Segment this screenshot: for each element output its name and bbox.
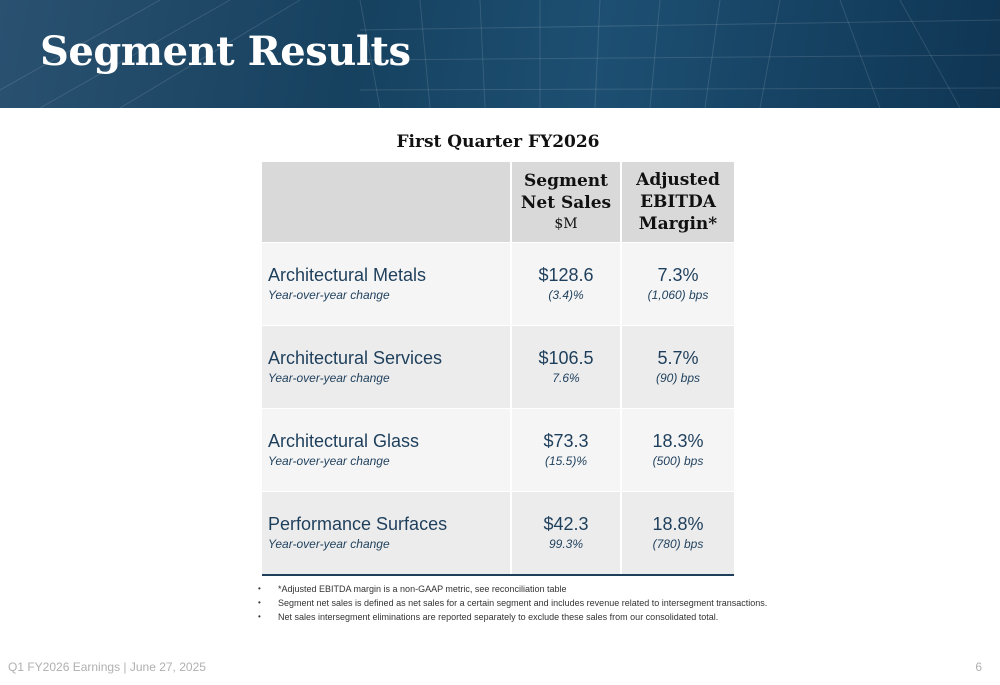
margin-change: (780) bps: [652, 537, 704, 551]
segment-cell: Architectural Glass Year-over-year chang…: [262, 409, 512, 491]
net-sales-cell: $128.6 (3.4)%: [512, 243, 622, 325]
net-sales-cell: $42.3 99.3%: [512, 492, 622, 574]
footnote-item: • Net sales intersegment eliminations are…: [258, 610, 778, 624]
net-sales-change: (3.4)%: [548, 288, 584, 302]
segment-sub-label: Year-over-year change: [268, 371, 390, 385]
margin-cell: 18.3% (500) bps: [622, 409, 734, 491]
title-banner: Segment Results: [0, 0, 1000, 108]
footnote-text: Segment net sales is defined as net sale…: [278, 598, 768, 608]
segment-name: Architectural Metals: [268, 265, 427, 285]
segment-cell: Performance Surfaces Year-over-year chan…: [262, 492, 512, 574]
net-sales-cell: $106.5 7.6%: [512, 326, 622, 408]
margin-change: (90) bps: [655, 371, 701, 385]
segment-name: Architectural Services: [268, 348, 443, 368]
slide-title: Segment Results: [40, 28, 411, 75]
net-sales-value: $128.6: [538, 265, 594, 285]
bullet-icon: •: [258, 598, 261, 607]
segment-sub-label: Year-over-year change: [268, 537, 390, 551]
header-net-sales: Segment Net Sales $M: [512, 162, 622, 242]
margin-cell: 5.7% (90) bps: [622, 326, 734, 408]
table-body: Architectural Metals Year-over-year chan…: [262, 242, 734, 574]
footnote-item: • *Adjusted EBITDA margin is a non-GAAP m…: [258, 582, 778, 596]
segment-name: Architectural Glass: [268, 431, 420, 451]
header-ebitda-margin: Adjusted EBITDA Margin*: [622, 162, 734, 242]
footnote-text: Net sales intersegment eliminations are …: [278, 612, 719, 622]
net-sales-change: (15.5)%: [544, 454, 588, 468]
table-row-performance-surfaces: Performance Surfaces Year-over-year chan…: [262, 491, 734, 574]
margin-value: 18.3%: [652, 431, 704, 451]
segment-cell: Architectural Metals Year-over-year chan…: [262, 243, 512, 325]
header-net-sales-line1: Segment: [524, 171, 608, 191]
margin-cell: 7.3% (1,060) bps: [622, 243, 734, 325]
margin-change: (1,060) bps: [647, 288, 709, 302]
segment-sub-label: Year-over-year change: [268, 288, 390, 302]
header-margin-line1: Adjusted: [636, 170, 720, 190]
page-number: 6: [975, 660, 982, 674]
segment-name: Performance Surfaces: [268, 514, 448, 534]
header-margin-line2: EBITDA: [640, 192, 716, 212]
bullet-icon: •: [258, 584, 261, 593]
header-blank-cell: [262, 162, 512, 242]
margin-value: 18.8%: [652, 514, 704, 534]
segment-sub-label: Year-over-year change: [268, 454, 390, 468]
header-net-sales-line2: Net Sales: [520, 193, 612, 213]
segment-results-table: Segment Net Sales $M Adjusted EBITDA Mar…: [262, 162, 734, 576]
building-background-graphic: [0, 0, 1000, 108]
footnote-item: • Segment net sales is defined as net sal…: [258, 596, 778, 610]
header-net-sales-unit: $M: [554, 216, 578, 232]
margin-change: (500) bps: [652, 454, 704, 468]
net-sales-cell: $73.3 (15.5)%: [512, 409, 622, 491]
table-row-architectural-services: Architectural Services Year-over-year ch…: [262, 325, 734, 408]
footnotes-list: • *Adjusted EBITDA margin is a non-GAAP m…: [258, 582, 778, 624]
net-sales-value: $73.3: [543, 431, 589, 451]
table-row-architectural-glass: Architectural Glass Year-over-year chang…: [262, 408, 734, 491]
margin-value: 7.3%: [657, 265, 699, 285]
net-sales-value: $42.3: [543, 514, 589, 534]
margin-value: 5.7%: [657, 348, 699, 368]
footnote-text: *Adjusted EBITDA margin is a non-GAAP me…: [278, 584, 567, 594]
header-margin-line3: Margin*: [638, 214, 718, 234]
net-sales-change: 99.3%: [548, 537, 584, 551]
net-sales-change: 7.6%: [552, 371, 580, 385]
net-sales-value: $106.5: [538, 348, 594, 368]
footer-text: Q1 FY2026 Earnings | June 27, 2025: [8, 660, 206, 674]
margin-cell: 18.8% (780) bps: [622, 492, 734, 574]
bullet-icon: •: [258, 612, 261, 621]
segment-cell: Architectural Services Year-over-year ch…: [262, 326, 512, 408]
table-row-architectural-metals: Architectural Metals Year-over-year chan…: [262, 242, 734, 325]
table-header-row: Segment Net Sales $M Adjusted EBITDA Mar…: [262, 162, 734, 242]
table-title: First Quarter FY2026: [396, 132, 600, 152]
